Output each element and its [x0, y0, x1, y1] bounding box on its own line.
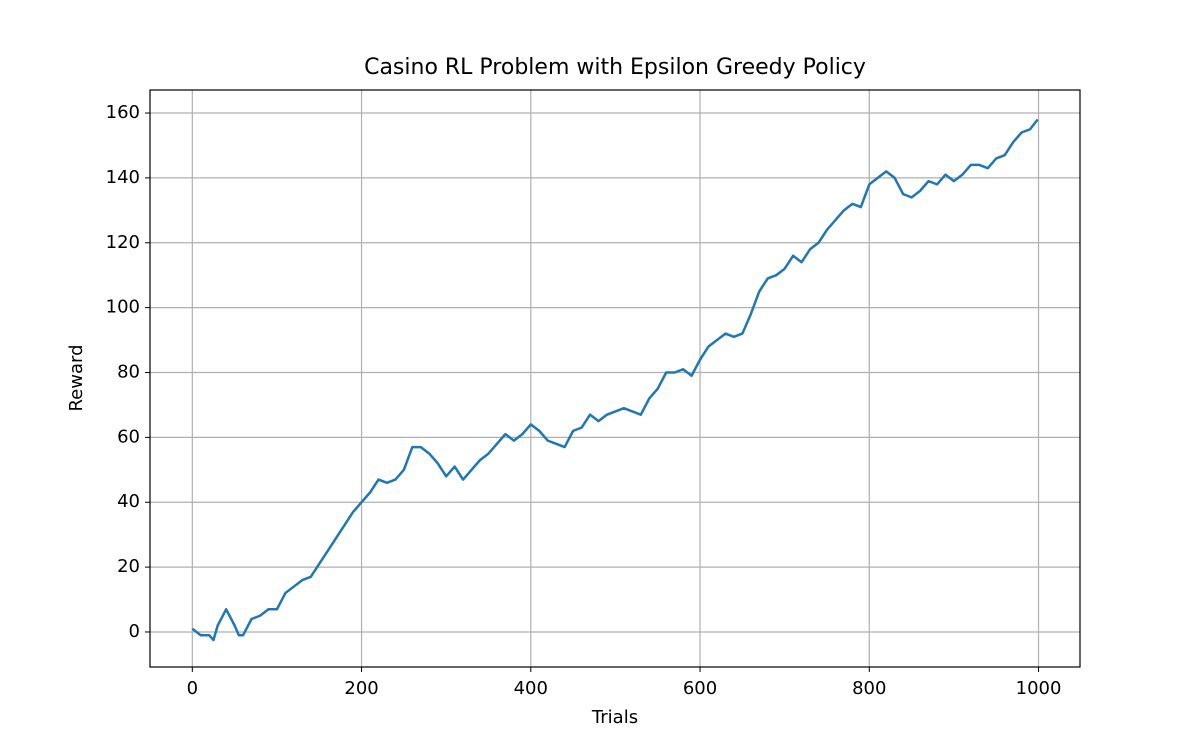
y-tick-label: 120 [106, 232, 140, 253]
x-axis-label: Trials [591, 707, 638, 728]
x-tick-label: 800 [852, 678, 886, 699]
x-tick-label: 1000 [1016, 678, 1062, 699]
plot [191, 118, 1039, 642]
y-tick-label: 20 [117, 556, 140, 577]
chart-title: Casino RL Problem with Epsilon Greedy Po… [364, 55, 866, 80]
y-tick-label: 100 [106, 297, 140, 318]
y-axis-label: Reward [66, 344, 87, 411]
y-tick-label: 60 [117, 426, 140, 447]
data-line [191, 118, 1039, 642]
x-tick-label: 600 [683, 678, 717, 699]
axes-frame [149, 89, 1081, 668]
x-tick-label: 400 [514, 678, 548, 699]
y-tick-label: 80 [117, 361, 140, 382]
y-tick-label: 0 [129, 621, 140, 642]
x-tick-label: 200 [344, 678, 378, 699]
grid [150, 90, 1080, 667]
y-tick-label: 140 [106, 167, 140, 188]
y-tick-label: 40 [117, 491, 140, 512]
y-tick-label: 160 [106, 102, 140, 123]
x-tick-label: 0 [187, 678, 198, 699]
